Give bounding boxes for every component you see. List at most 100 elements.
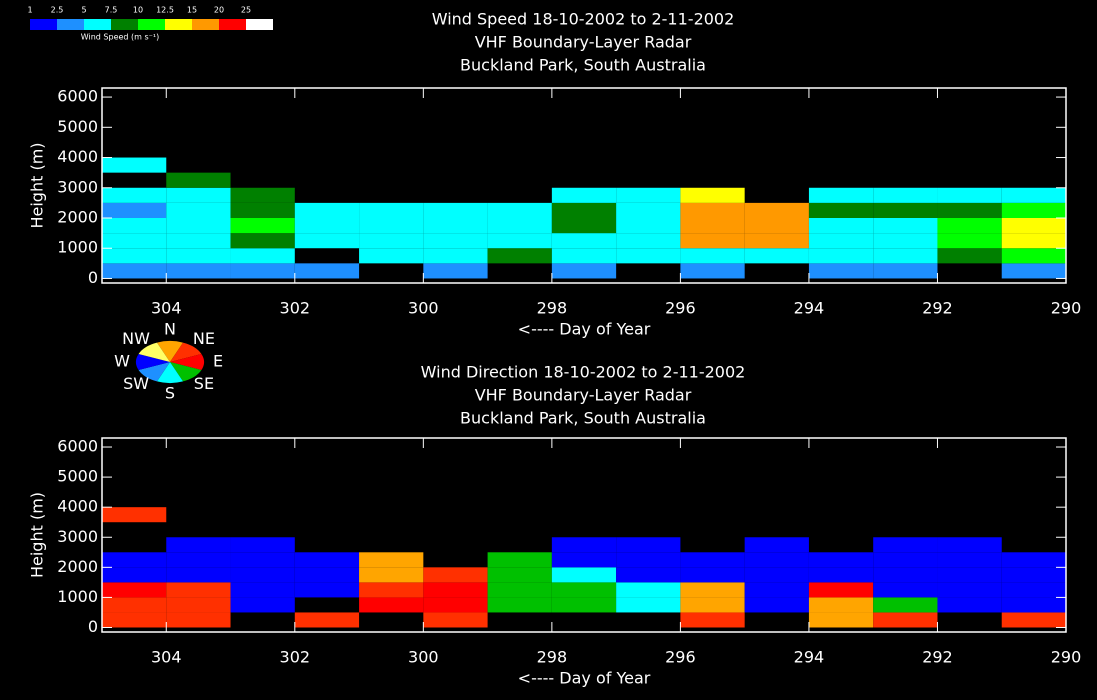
x-tick-label: 290 [1051, 299, 1082, 318]
heat-cell [680, 263, 745, 279]
plot-frame [101, 437, 1067, 633]
y-tick-label: 5000 [57, 117, 98, 136]
compass-sector [170, 342, 202, 362]
heat-cell [680, 582, 745, 598]
y-tick-label: 3000 [57, 177, 98, 196]
heat-cell [102, 263, 167, 279]
heat-cell [551, 218, 617, 234]
heat-cell [744, 248, 809, 264]
heat-cell [937, 582, 1002, 598]
heat-cell [937, 233, 1002, 249]
compass-label: S [165, 384, 175, 403]
compass-label: W [114, 352, 130, 371]
heat-cell [1001, 248, 1066, 264]
heat-cell [937, 537, 1002, 553]
heat-cell [680, 567, 745, 583]
heat-cell [937, 218, 1002, 234]
heat-cell [423, 582, 488, 598]
heat-cell [551, 187, 617, 203]
heat-cell [616, 597, 681, 613]
colorbar-swatch [192, 19, 219, 30]
heat-cell [1001, 202, 1066, 218]
heat-cell [937, 552, 1002, 568]
heat-cell [487, 248, 552, 264]
heat-cell [102, 218, 167, 234]
compass-label: N [164, 320, 176, 339]
heat-cell [873, 187, 938, 203]
heat-cell [551, 202, 617, 218]
heat-cell [1001, 187, 1066, 203]
heat-cell [551, 233, 617, 249]
heat-cell [808, 233, 874, 249]
heat-cell [359, 597, 424, 613]
colorbar-swatch [30, 19, 57, 30]
x-tick-label: 300 [408, 648, 439, 667]
colorbar-swatch [111, 19, 138, 30]
heat-cell [616, 567, 681, 583]
heat-cell [487, 597, 552, 613]
heat-cell [616, 552, 681, 568]
heat-cell [680, 233, 745, 249]
y-tick-label: 2000 [57, 557, 98, 576]
heat-cell [551, 552, 617, 568]
heat-cell [551, 263, 617, 279]
chart-title: Wind Direction 18-10-2002 to 2-11-2002 [421, 363, 746, 382]
y-axis-label: Height (m) [28, 142, 47, 228]
heat-cell [423, 597, 488, 613]
x-axis-label: <---- Day of Year [518, 669, 651, 688]
compass-sector [138, 362, 170, 382]
colorbar-label: 7.5 [105, 6, 118, 15]
y-tick-label: 6000 [57, 437, 98, 456]
heat-cell [102, 567, 167, 583]
y-axis-label: Height (m) [28, 492, 47, 578]
heat-cell [166, 172, 231, 188]
compass-label: E [213, 352, 223, 371]
heat-cell [487, 218, 552, 234]
heat-cell [294, 582, 360, 598]
compass-sector [136, 353, 170, 371]
heat-cell [937, 187, 1002, 203]
compass-sector [138, 342, 170, 362]
heat-cell [166, 582, 231, 598]
heat-cell [551, 248, 617, 264]
heat-cell [102, 202, 167, 218]
heat-cell [487, 582, 552, 598]
heat-cell [102, 582, 167, 598]
heat-cell [873, 202, 938, 218]
heat-cell [744, 537, 809, 553]
heat-cell [294, 202, 360, 218]
heat-cell [873, 233, 938, 249]
heat-cell [1001, 552, 1066, 568]
colorbar-swatch [219, 19, 246, 30]
colorbar-swatch [246, 19, 273, 30]
heat-cell [230, 552, 295, 568]
x-tick-label: 304 [151, 648, 182, 667]
heat-cell [616, 202, 681, 218]
heat-cell [808, 263, 874, 279]
colorbar-title: Wind Speed (m s⁻¹) [81, 33, 159, 42]
colorbar-label: 5 [81, 6, 86, 15]
heat-cell [423, 233, 488, 249]
heat-cell [808, 552, 874, 568]
colorbar-label: 25 [241, 6, 251, 15]
y-tick-label: 5000 [57, 467, 98, 486]
heat-cell [359, 552, 424, 568]
heat-cell [680, 552, 745, 568]
heat-cell [873, 552, 938, 568]
heat-cell [808, 187, 874, 203]
heat-cell [359, 218, 424, 234]
heat-cell [937, 202, 1002, 218]
compass-sector [156, 362, 184, 383]
chart-title: VHF Boundary-Layer Radar [475, 33, 692, 52]
x-tick-label: 292 [922, 299, 953, 318]
heat-cell [487, 202, 552, 218]
heat-cell [873, 218, 938, 234]
heat-cell [102, 157, 167, 173]
heat-cell [294, 552, 360, 568]
heat-cell [359, 233, 424, 249]
colorbar-label: 10 [133, 6, 143, 15]
heat-cell [808, 218, 874, 234]
heat-cell [423, 263, 488, 279]
heat-cell [423, 218, 488, 234]
